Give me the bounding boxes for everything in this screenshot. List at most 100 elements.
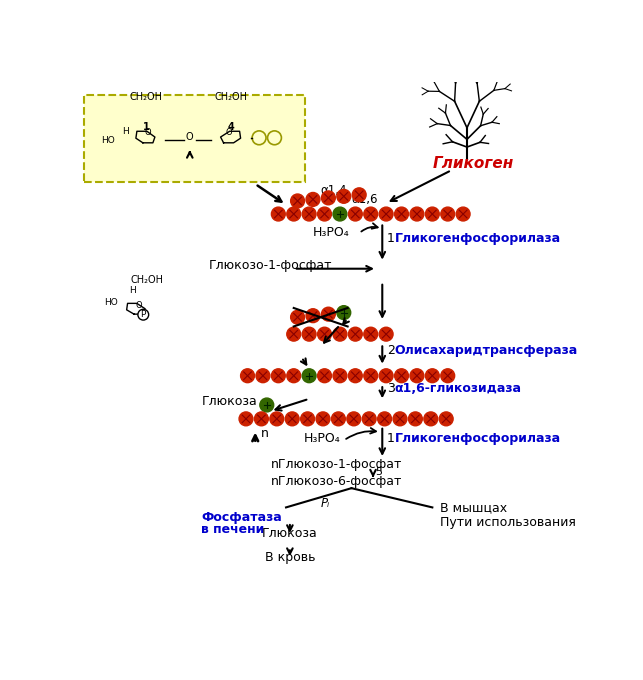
Circle shape	[364, 207, 377, 221]
Text: nГлюкозо-1-фосфат: nГлюкозо-1-фосфат	[271, 458, 402, 471]
Circle shape	[424, 412, 438, 426]
Text: α1,6-гликозидаза: α1,6-гликозидаза	[395, 382, 521, 395]
Circle shape	[410, 207, 424, 221]
Circle shape	[333, 327, 347, 341]
Circle shape	[410, 369, 424, 383]
Circle shape	[352, 188, 366, 202]
Circle shape	[395, 369, 408, 383]
Circle shape	[291, 194, 305, 208]
Text: O: O	[135, 301, 142, 309]
Text: CH₂OH: CH₂OH	[131, 275, 164, 286]
Circle shape	[240, 369, 255, 383]
Circle shape	[379, 369, 393, 383]
Circle shape	[362, 412, 376, 426]
Circle shape	[318, 369, 331, 383]
Circle shape	[302, 207, 316, 221]
Text: HO: HO	[104, 298, 118, 307]
Circle shape	[349, 207, 362, 221]
Circle shape	[379, 207, 393, 221]
Text: 4: 4	[227, 122, 234, 132]
Text: Пути использования: Пути использования	[440, 516, 576, 529]
Circle shape	[256, 369, 270, 383]
Circle shape	[316, 412, 330, 426]
Text: O: O	[225, 129, 232, 137]
Circle shape	[271, 369, 285, 383]
Circle shape	[287, 327, 301, 341]
Circle shape	[364, 369, 377, 383]
Circle shape	[377, 412, 392, 426]
Circle shape	[285, 412, 299, 426]
Circle shape	[260, 398, 274, 412]
Circle shape	[408, 412, 422, 426]
Circle shape	[337, 190, 350, 203]
Text: Глюкоза: Глюкоза	[262, 528, 318, 541]
Text: H₃PO₄: H₃PO₄	[303, 432, 341, 445]
Circle shape	[364, 327, 377, 341]
Circle shape	[441, 207, 455, 221]
Text: Глюкозо-1-фосфат: Глюкозо-1-фосфат	[209, 258, 332, 272]
Circle shape	[287, 369, 301, 383]
Circle shape	[138, 309, 149, 320]
FancyBboxPatch shape	[84, 95, 305, 182]
Circle shape	[333, 369, 347, 383]
Circle shape	[426, 369, 439, 383]
Text: Фосфатаза: Фосфатаза	[201, 511, 282, 524]
Text: Гликогенфосфорилаза: Гликогенфосфорилаза	[395, 232, 561, 245]
Text: CH₂OH: CH₂OH	[129, 92, 163, 102]
Text: P: P	[141, 310, 146, 319]
Text: 5: 5	[376, 467, 383, 477]
Text: Гликогенфосфорилаза: Гликогенфосфорилаза	[395, 432, 561, 445]
Circle shape	[318, 207, 331, 221]
Text: В мышцах: В мышцах	[440, 501, 507, 514]
Circle shape	[318, 327, 331, 341]
Circle shape	[349, 327, 362, 341]
Circle shape	[306, 192, 320, 206]
Text: 1: 1	[387, 432, 395, 445]
Text: α1,4: α1,4	[321, 184, 347, 197]
Text: H: H	[123, 127, 129, 136]
Circle shape	[270, 412, 284, 426]
Text: H₃PO₄: H₃PO₄	[313, 226, 350, 239]
Circle shape	[302, 369, 316, 383]
Circle shape	[349, 369, 362, 383]
Text: Pᵢ: Pᵢ	[321, 496, 330, 509]
Circle shape	[337, 306, 350, 320]
Text: O: O	[186, 132, 194, 142]
Circle shape	[333, 207, 347, 221]
Text: α1,6: α1,6	[352, 193, 378, 206]
Text: 1: 1	[143, 122, 149, 132]
Circle shape	[239, 412, 253, 426]
Text: В кровь: В кровь	[265, 551, 315, 564]
Circle shape	[271, 207, 285, 221]
Circle shape	[441, 369, 455, 383]
Text: 1: 1	[387, 232, 395, 245]
Text: CH₂OH: CH₂OH	[214, 92, 247, 102]
Circle shape	[331, 412, 345, 426]
Circle shape	[393, 412, 407, 426]
Circle shape	[255, 412, 268, 426]
Circle shape	[456, 207, 470, 221]
Circle shape	[439, 412, 453, 426]
Circle shape	[395, 207, 408, 221]
Text: в печени: в печени	[201, 523, 264, 536]
Text: n: n	[260, 426, 269, 439]
Circle shape	[306, 309, 320, 322]
Text: Глюкоза: Глюкоза	[202, 395, 258, 408]
Circle shape	[301, 412, 314, 426]
Circle shape	[287, 207, 301, 221]
Text: nГлюкозо-6-фосфат: nГлюкозо-6-фосфат	[271, 475, 402, 488]
Text: Олисахаридтрансфераза: Олисахаридтрансфераза	[395, 344, 578, 357]
Circle shape	[322, 191, 335, 205]
Text: H: H	[129, 286, 136, 295]
Circle shape	[426, 207, 439, 221]
Text: HO: HO	[102, 136, 115, 146]
Text: Гликоген: Гликоген	[432, 156, 514, 171]
Circle shape	[291, 310, 305, 324]
Circle shape	[302, 327, 316, 341]
Text: 3: 3	[387, 382, 395, 395]
Text: 2: 2	[387, 344, 395, 357]
Circle shape	[347, 412, 361, 426]
Circle shape	[322, 307, 335, 321]
Circle shape	[379, 327, 393, 341]
Text: O: O	[145, 129, 151, 137]
